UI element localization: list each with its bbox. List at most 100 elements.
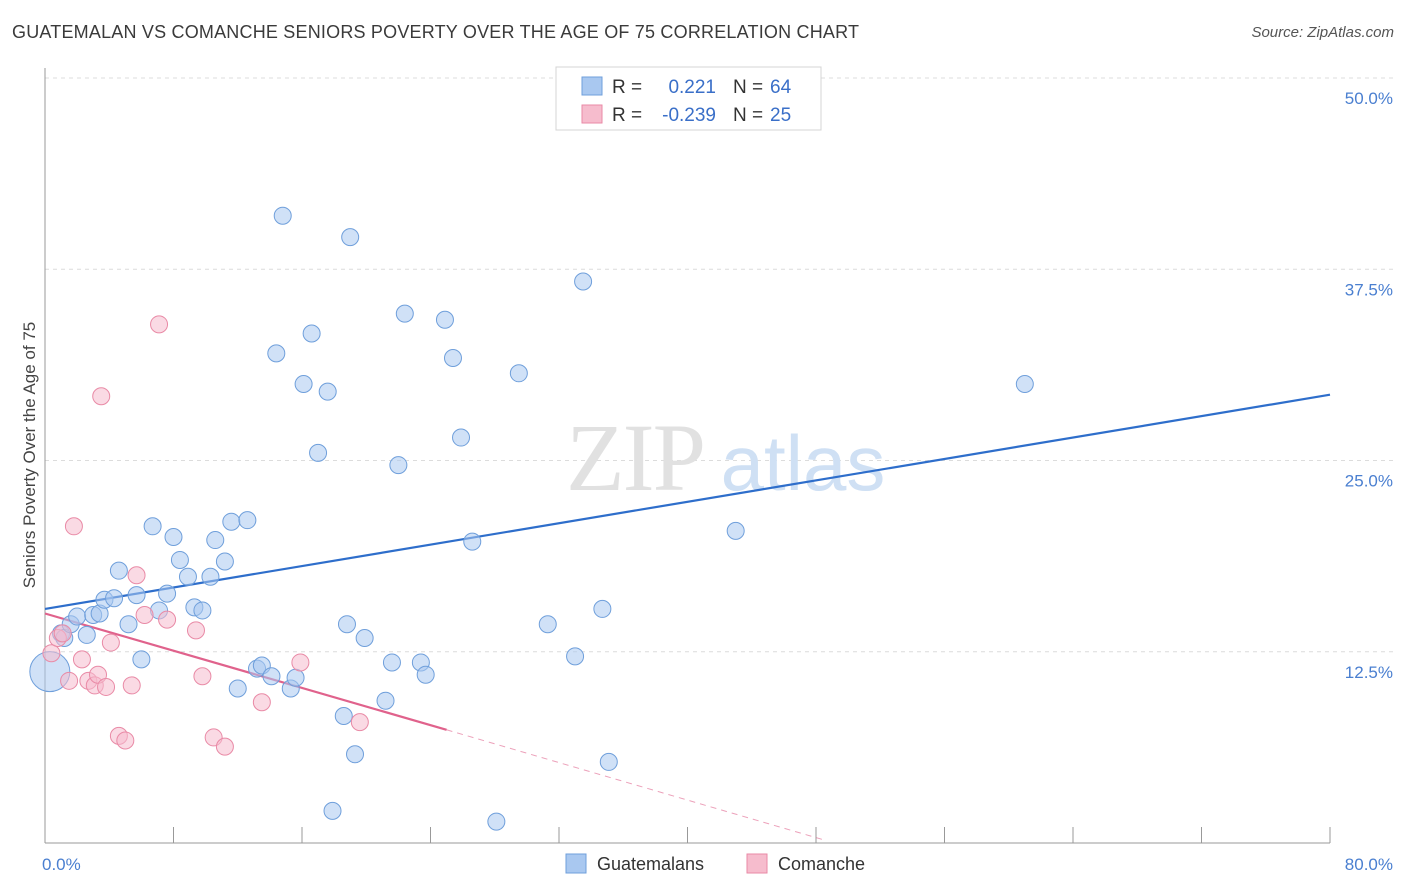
guatemalans-point [355, 628, 374, 647]
guatemalans-point [395, 304, 414, 323]
guatemalans-point [302, 324, 321, 343]
guatemalans-point [538, 615, 557, 634]
guatemalans-point [201, 567, 220, 586]
guatemalans-point [566, 647, 585, 666]
guatemalans-point [273, 206, 292, 225]
guatemalans-point [193, 601, 212, 620]
guatemalans-point [416, 665, 435, 684]
axes [44, 68, 1331, 844]
chart-title: GUATEMALAN VS COMANCHE SENIORS POVERTY O… [12, 22, 860, 42]
guatemalans-point [435, 310, 454, 329]
legend-r-value: 0.221 [668, 77, 716, 98]
comanche-point [215, 737, 234, 756]
guatemalans-trend-line [44, 393, 1331, 610]
legend-n-value: 25 [770, 105, 791, 126]
comanche-point [186, 621, 205, 640]
comanche-point [350, 713, 369, 732]
legend-swatch [581, 104, 603, 124]
legend-swatch-comanche [746, 853, 768, 874]
guatemalans-point [294, 375, 313, 393]
guatemalans-point [164, 528, 183, 546]
guatemalans-point [487, 812, 506, 831]
legend: R = 0.221 N = 64 R = -0.239 N = 25 [555, 66, 822, 131]
data-points [29, 206, 1034, 831]
guatemalans-point [206, 531, 225, 550]
watermark-zip: ZIP [566, 404, 704, 511]
legend-n-label: N = [733, 77, 763, 98]
guatemalans-point [170, 550, 189, 569]
guatemalans-point [68, 607, 87, 626]
comanche-point [92, 387, 111, 406]
guatemalans-point [127, 586, 146, 605]
watermark-atlas: atlas [721, 419, 886, 507]
x-tick-label-max: 80.0% [1345, 855, 1393, 874]
guatemalans-point [318, 382, 337, 401]
guatemalans-point [1015, 375, 1034, 393]
guatemalans-point [382, 653, 401, 672]
y-tick-label: 37.5% [1345, 280, 1393, 299]
guatemalans-point [215, 552, 234, 571]
guatemalans-point [143, 517, 162, 536]
legend-label-guatemalans: Guatemalans [597, 854, 704, 874]
guatemalans-point [346, 745, 365, 764]
legend-label-comanche: Comanche [778, 854, 865, 874]
guatemalans-point [443, 348, 462, 367]
legend-r-label: R = [612, 77, 642, 98]
guatemalans-point [323, 801, 342, 820]
guatemalans-point [463, 532, 482, 551]
comanche-point [252, 693, 271, 712]
guatemalans-point [262, 667, 281, 686]
guatemalans-point [337, 615, 356, 634]
comanche-point [60, 671, 79, 690]
comanche-trend-line [44, 612, 447, 731]
guatemalans-point [132, 650, 151, 669]
guatemalans-point [309, 443, 328, 462]
guatemalans-point [574, 272, 593, 291]
comanche-point [158, 610, 177, 629]
guatemalans-point [376, 691, 395, 710]
comanche-point [135, 606, 154, 625]
comanche-point [150, 315, 169, 334]
guatemalans-point [119, 615, 138, 634]
guatemalans-point [228, 679, 247, 698]
comanche-point [97, 677, 116, 696]
comanche-point [42, 644, 61, 663]
guatemalans-point [334, 707, 353, 726]
guatemalans-point [77, 625, 96, 644]
guatemalans-point [222, 512, 241, 531]
guatemalans-point [726, 521, 745, 540]
guatemalans-point [105, 589, 124, 608]
guatemalans-point [158, 584, 177, 603]
y-tick-label: 25.0% [1345, 472, 1393, 491]
guatemalans-point [509, 364, 528, 383]
comanche-point [116, 731, 135, 750]
comanche-point [193, 667, 212, 686]
gridlines [45, 77, 1395, 653]
guatemalans-point [341, 228, 360, 247]
y-tick-label: 12.5% [1345, 663, 1393, 682]
guatemalans-point [593, 599, 612, 618]
guatemalans-point [599, 752, 618, 771]
legend-swatch-guatemalans [565, 853, 587, 874]
y-tick-label: 50.0% [1345, 89, 1393, 108]
bottom-legend: Guatemalans Comanche [565, 853, 865, 874]
guatemalans-point [178, 567, 197, 586]
trend-lines [44, 393, 1331, 841]
guatemalans-point [389, 456, 408, 475]
legend-n-label: N = [733, 105, 763, 126]
comanche-point [127, 566, 146, 585]
guatemalans-point [452, 428, 471, 447]
comanche-point [291, 653, 310, 672]
comanche-point [122, 676, 141, 695]
guatemalans-point [109, 561, 128, 580]
legend-r-label: R = [612, 105, 642, 126]
x-tick-labels: 0.0% 80.0% [42, 855, 1393, 874]
y-tick-labels: 12.5% 25.0% 37.5% 50.0% [1345, 89, 1393, 682]
x-tick-label-min: 0.0% [42, 855, 81, 874]
comanche-point [72, 650, 91, 669]
legend-r-value: -0.239 [662, 105, 716, 126]
guatemalans-point [286, 668, 305, 687]
comanche-point [64, 517, 83, 536]
legend-swatch [581, 76, 603, 96]
